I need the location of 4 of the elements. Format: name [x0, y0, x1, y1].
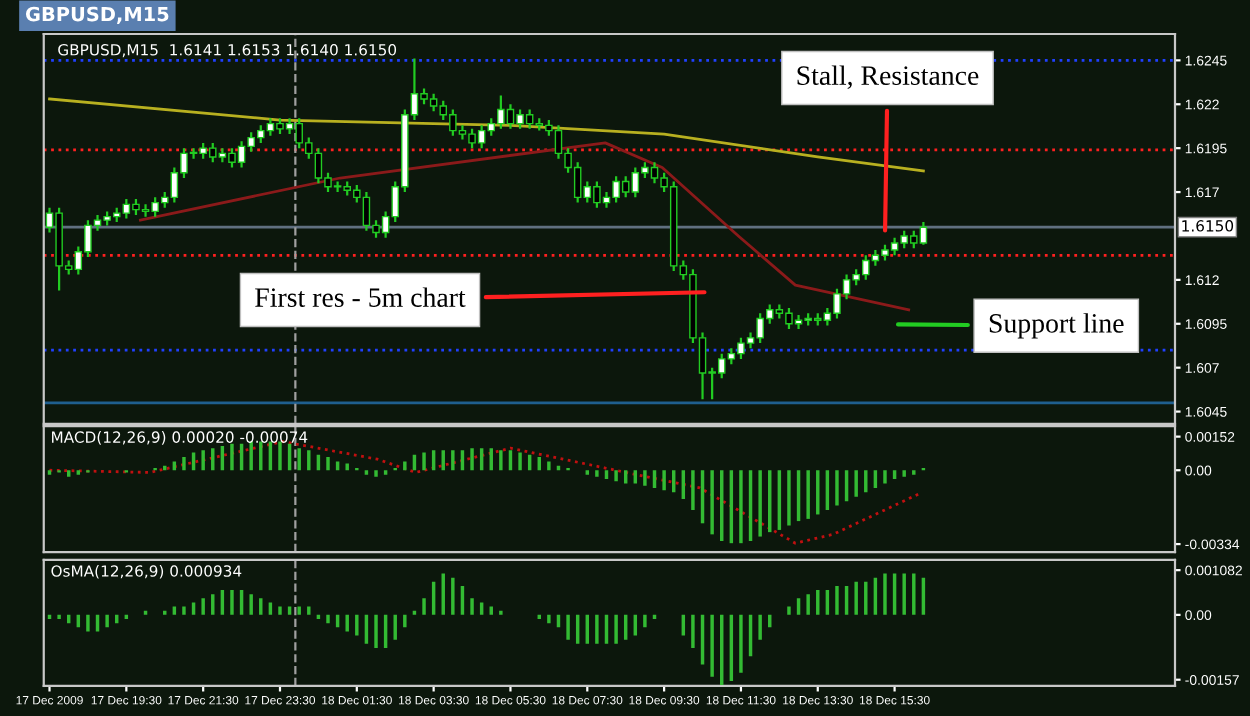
annotation: Support line [989, 313, 1124, 339]
chart-title: GBPUSD,M15 [25, 6, 169, 24]
annotation: Stall, Resistance [797, 65, 979, 89]
annotation: First res - 5m chart [255, 287, 466, 307]
